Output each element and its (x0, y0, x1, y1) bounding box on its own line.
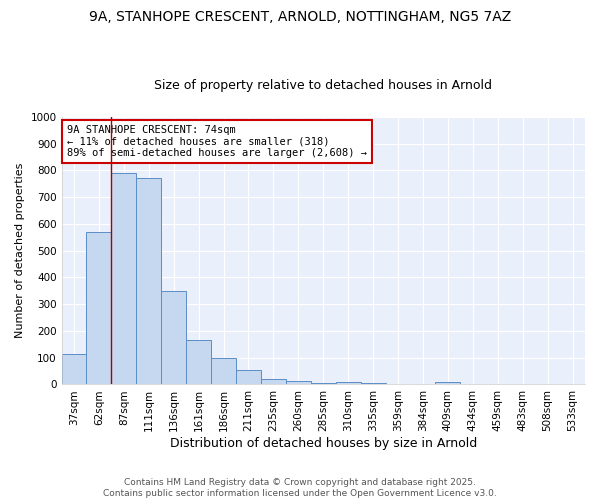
Bar (186, 340, 211, 384)
Title: Size of property relative to detached houses in Arnold: Size of property relative to detached ho… (154, 79, 492, 92)
Bar (161, 291, 186, 384)
Bar (311, 383, 336, 384)
Bar (286, 381, 311, 384)
Bar (261, 379, 286, 384)
Bar (236, 370, 261, 384)
Text: 9A STANHOPE CRESCENT: 74sqm
← 11% of detached houses are smaller (318)
89% of se: 9A STANHOPE CRESCENT: 74sqm ← 11% of det… (67, 125, 367, 158)
Bar (136, 178, 161, 384)
Text: 9A, STANHOPE CRESCENT, ARNOLD, NOTTINGHAM, NG5 7AZ: 9A, STANHOPE CRESCENT, ARNOLD, NOTTINGHA… (89, 10, 511, 24)
Bar (436, 382, 460, 384)
Bar (336, 382, 361, 384)
Bar (62, 354, 86, 384)
Y-axis label: Number of detached properties: Number of detached properties (15, 163, 25, 338)
Bar (112, 173, 136, 384)
X-axis label: Distribution of detached houses by size in Arnold: Distribution of detached houses by size … (170, 437, 477, 450)
Bar (211, 358, 236, 384)
Bar (86, 232, 112, 384)
Text: Contains HM Land Registry data © Crown copyright and database right 2025.
Contai: Contains HM Land Registry data © Crown c… (103, 478, 497, 498)
